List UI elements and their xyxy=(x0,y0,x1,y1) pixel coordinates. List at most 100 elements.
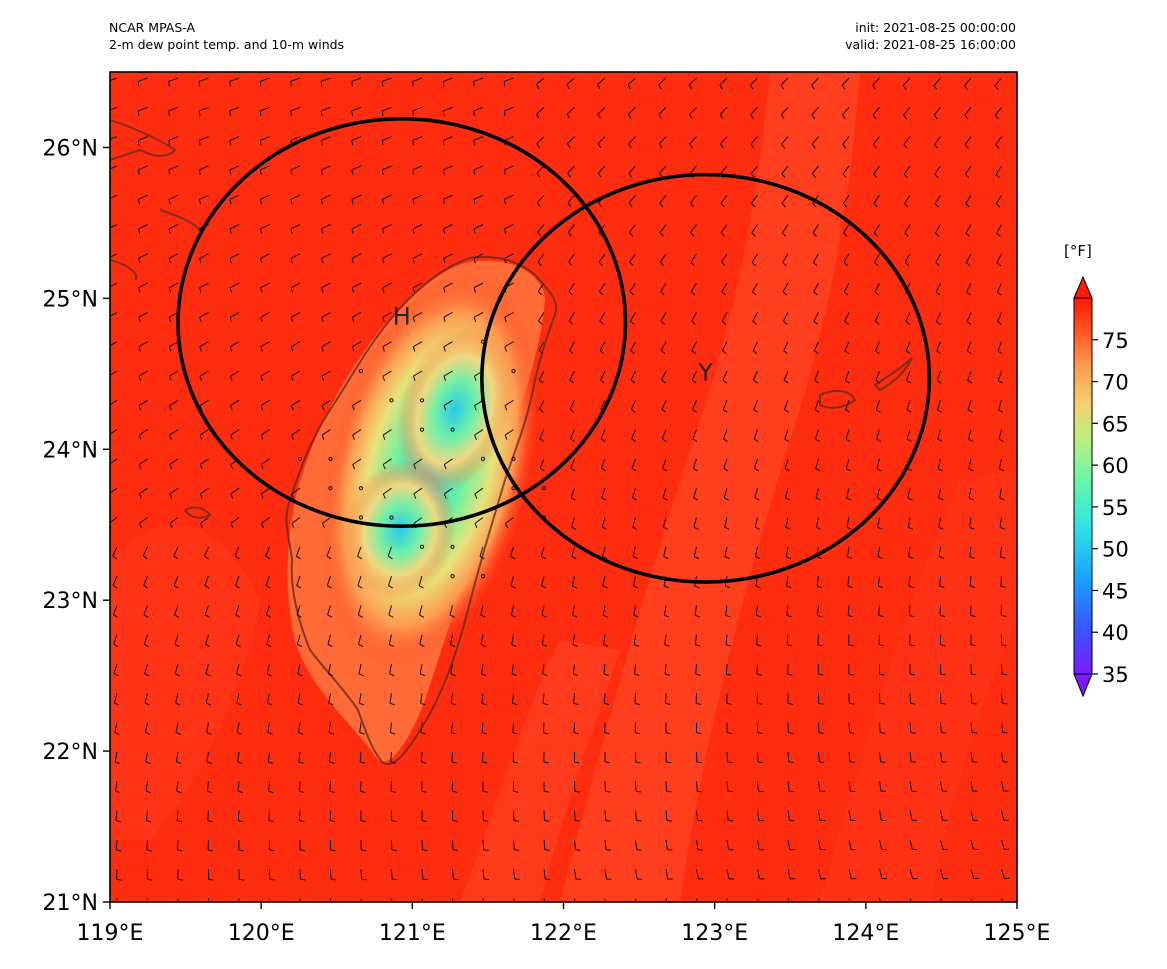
wind-barb xyxy=(934,194,941,208)
wind-barb xyxy=(321,517,331,529)
x-tick-label: 121°E xyxy=(379,921,446,946)
wind-barb xyxy=(908,605,915,618)
wind-barb xyxy=(875,341,880,355)
wind-barb xyxy=(937,488,944,501)
x-tick-label: 119°E xyxy=(77,921,144,946)
wind-barb xyxy=(752,370,758,384)
wind-barb xyxy=(391,839,397,852)
wind-barb xyxy=(381,136,392,146)
wind-barb xyxy=(635,898,637,902)
wind-barb xyxy=(722,400,728,413)
wind-barb xyxy=(848,868,857,880)
wind-barb xyxy=(168,106,179,116)
wind-barb xyxy=(443,370,453,382)
wind-barb xyxy=(1001,868,1010,880)
wind-barb xyxy=(692,458,698,472)
wind-barb xyxy=(905,312,911,325)
wind-barb xyxy=(296,575,302,589)
wind-barb xyxy=(174,663,180,677)
wind-barb xyxy=(780,106,789,120)
wind-barb xyxy=(512,722,518,735)
wind-barb xyxy=(143,605,149,618)
wind-barb xyxy=(574,898,576,902)
wind-barb xyxy=(389,693,395,706)
wind-barb xyxy=(818,781,825,793)
wind-barb xyxy=(604,898,607,902)
wind-barb xyxy=(513,781,519,793)
wind-barb xyxy=(815,517,822,530)
wind-barb xyxy=(970,663,977,676)
wind-barb xyxy=(352,399,362,411)
wind-barb xyxy=(442,77,453,87)
wind-barb xyxy=(964,165,972,179)
wind-barb xyxy=(536,194,545,207)
wind-barb xyxy=(785,517,791,530)
wind-barb xyxy=(696,869,704,880)
wind-barb xyxy=(260,399,270,411)
wind-barb xyxy=(230,487,240,499)
wind-barb xyxy=(110,165,118,170)
wind-barb xyxy=(784,429,790,443)
wind-barb xyxy=(511,663,517,677)
wind-barb xyxy=(138,429,148,440)
wind-barb xyxy=(662,458,668,472)
wind-barb xyxy=(632,546,638,560)
wind-barb xyxy=(934,224,941,237)
wind-barb xyxy=(299,898,301,902)
x-tick-label: 124°E xyxy=(832,921,899,946)
wind-barb xyxy=(175,693,181,706)
wind-barb xyxy=(574,810,581,822)
wind-barb xyxy=(169,399,179,411)
wind-barb xyxy=(473,282,484,293)
wind-barb xyxy=(998,429,1004,442)
wind-barb xyxy=(169,458,179,470)
analysis-circle-y xyxy=(480,172,932,584)
wind-barb xyxy=(537,253,545,266)
wind-barb xyxy=(389,722,396,735)
wind-barb xyxy=(112,546,118,560)
wind-barb xyxy=(692,400,697,413)
wind-barb xyxy=(450,663,456,677)
wind-barb xyxy=(199,458,209,470)
wind-barb xyxy=(909,839,918,851)
wind-barb xyxy=(420,693,426,706)
wind-barb xyxy=(482,751,488,764)
wind-barb xyxy=(297,663,303,677)
wind-barb xyxy=(843,282,850,296)
wind-barb xyxy=(967,370,973,384)
wind-barb xyxy=(996,224,1002,237)
wind-barb xyxy=(358,515,364,520)
wind-barb xyxy=(110,224,118,229)
wind-barb xyxy=(421,869,428,881)
wind-barb xyxy=(206,751,212,764)
wind-barb xyxy=(419,544,425,549)
wind-barb xyxy=(357,575,363,589)
wind-barb xyxy=(751,253,758,267)
wind-barb xyxy=(420,751,427,764)
wind-barb xyxy=(198,165,209,175)
colorbar-tick-label: 40 xyxy=(1102,621,1129,645)
wind-barb xyxy=(660,282,667,296)
wind-barb xyxy=(389,515,394,520)
wind-barb xyxy=(539,429,545,443)
wind-barb xyxy=(628,165,636,178)
wind-barb xyxy=(442,165,453,175)
circle-label-h: H xyxy=(393,303,411,331)
wind-barb xyxy=(412,253,423,264)
wind-barb xyxy=(787,751,794,764)
map-area xyxy=(110,72,1017,902)
wind-barb xyxy=(604,869,612,880)
wind-barb xyxy=(725,605,731,618)
wind-barb xyxy=(879,898,882,902)
wind-barb xyxy=(755,605,762,618)
wind-barb xyxy=(601,517,607,530)
wind-barb xyxy=(234,575,240,589)
wind-barb xyxy=(939,605,945,618)
wind-barb xyxy=(321,282,331,293)
wind-barb xyxy=(168,224,179,234)
wind-barb xyxy=(352,458,362,470)
wind-barb xyxy=(112,605,118,618)
wind-barb xyxy=(781,136,789,149)
wind-barb xyxy=(442,136,453,146)
